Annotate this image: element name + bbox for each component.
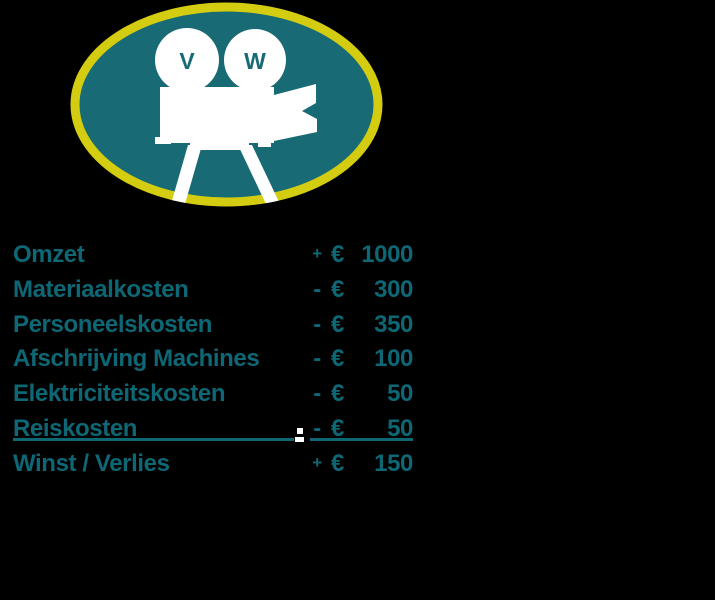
underline-artifact (295, 436, 304, 442)
cost-label: Materiaalkosten (13, 275, 189, 303)
camera-step-left (155, 137, 171, 144)
camera-lens (274, 84, 317, 141)
currency-symbol: € (331, 345, 344, 373)
reel-letter-v: V (179, 48, 195, 74)
currency-symbol: € (331, 380, 344, 408)
amount-value: 1000 (361, 241, 413, 268)
cost-label: Afschrijving Machines (13, 345, 260, 373)
cost-label: Reiskosten (13, 414, 138, 442)
camera-step-right (258, 141, 271, 147)
film-reel-right (224, 29, 286, 91)
currency-symbol: € (331, 241, 344, 268)
currency-symbol: € (331, 310, 344, 338)
amount-value: 350 (374, 310, 413, 338)
currency-symbol: € (331, 414, 344, 442)
sign: - (313, 345, 321, 373)
currency-symbol: € (331, 449, 344, 477)
cost-label: Omzet (13, 241, 85, 268)
table-row: Omzet + € 1000 (0, 238, 413, 273)
sign: - (313, 275, 321, 303)
cost-label: Personeelskosten (13, 310, 213, 338)
table-row: Winst / Verlies + € 150 (0, 447, 413, 482)
table-row: Afschrijving Machines - € 100 (0, 342, 413, 377)
table-row: Materiaalkosten - € 300 (0, 273, 413, 308)
cost-label: Elektriciteitskosten (13, 380, 226, 408)
profit-loss-statement: Omzet + € 1000 Materiaalkosten - € 300 P… (0, 238, 413, 482)
amount-value: 50 (387, 380, 413, 408)
table-row: Personeelskosten - € 350 (0, 308, 413, 343)
table-row: Reiskosten - € 50 (0, 412, 413, 447)
sign: - (313, 310, 321, 338)
camera-body (160, 87, 274, 143)
film-reel-left (155, 28, 219, 92)
film-camera-logo: V W (69, 1, 384, 208)
sum-underline (310, 437, 413, 441)
amount-value: 150 (374, 449, 413, 477)
sign: - (313, 414, 321, 442)
table-row: Elektriciteitskosten - € 50 (0, 377, 413, 412)
tripod-left-leg (171, 145, 202, 204)
sign: + (312, 244, 322, 263)
sign: - (313, 380, 321, 408)
tripod-mount (190, 143, 249, 150)
amount-value: 50 (387, 414, 413, 442)
sum-underline (13, 437, 294, 441)
logo-graphic: V W (70, 2, 383, 207)
sign: + (312, 452, 322, 472)
reel-letter-w: W (244, 48, 266, 74)
cost-label: Winst / Verlies (13, 449, 170, 477)
amount-value: 100 (374, 345, 413, 373)
currency-symbol: € (331, 275, 344, 303)
amount-value: 300 (374, 275, 413, 303)
underline-artifact (297, 427, 303, 434)
tripod-right-leg (238, 145, 280, 204)
